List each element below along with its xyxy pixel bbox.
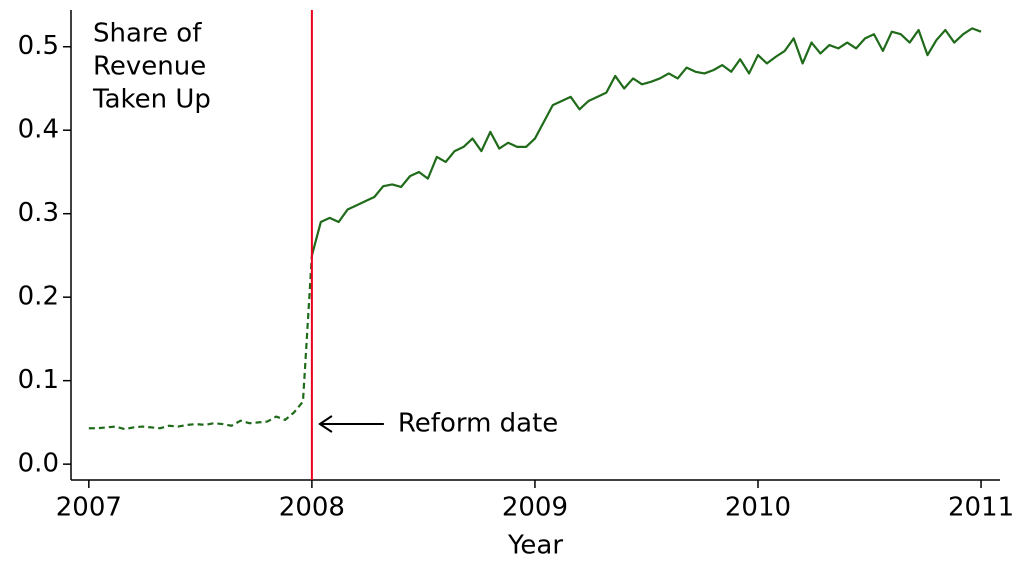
- line-series: [310, 27, 982, 256]
- y-axis-label: Share of: [93, 19, 202, 49]
- y-tick-label: 0.0: [18, 449, 59, 479]
- annotation: Reform date: [398, 409, 558, 439]
- x-tick-label: 2007: [56, 493, 122, 523]
- y-axis-label: Taken Up: [92, 85, 211, 115]
- y-tick-label: 0.4: [18, 115, 59, 145]
- x-tick-label: 2008: [279, 493, 345, 523]
- line-series: [88, 255, 313, 431]
- y-tick-label: 0.3: [18, 198, 59, 228]
- x-axis-label: Year: [507, 531, 563, 561]
- y-tick-label: 0.1: [18, 365, 59, 395]
- x-tick-label: 2011: [948, 493, 1014, 523]
- y-axis-label: Revenue: [93, 52, 206, 82]
- x-tick-label: 2010: [725, 493, 791, 523]
- x-tick-label: 2009: [502, 493, 568, 523]
- annotation-arrowhead: [318, 415, 333, 433]
- y-tick-label: 0.5: [18, 31, 59, 61]
- y-tick-label: 0.2: [18, 282, 59, 312]
